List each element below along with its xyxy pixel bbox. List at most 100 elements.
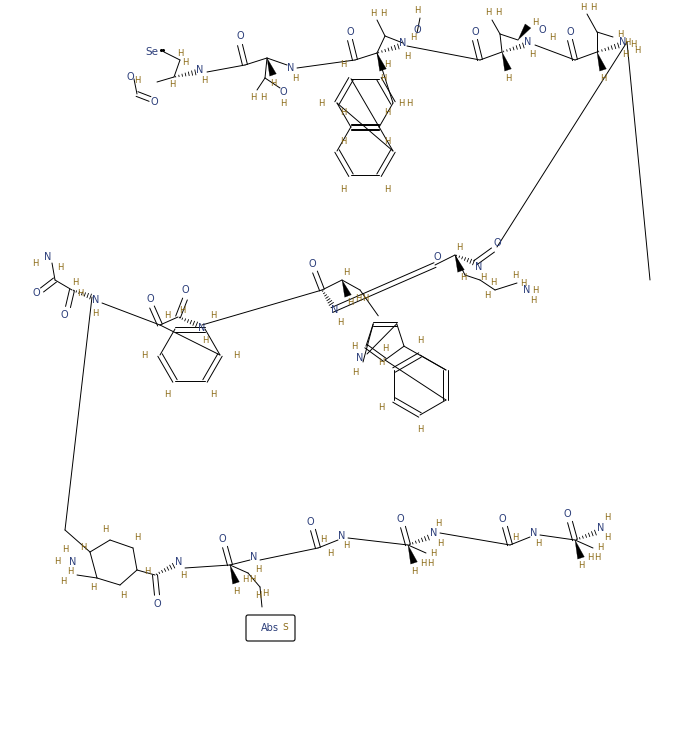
Text: H: H <box>233 586 239 595</box>
Text: H: H <box>210 390 216 399</box>
Text: O: O <box>413 25 421 35</box>
Text: H: H <box>603 513 610 522</box>
Text: H: H <box>622 49 628 59</box>
Text: H: H <box>414 5 420 14</box>
Text: N: N <box>475 262 483 272</box>
Text: H: H <box>210 311 216 320</box>
Text: O: O <box>60 310 68 320</box>
Text: H: H <box>134 533 140 542</box>
Polygon shape <box>377 53 386 72</box>
Text: S: S <box>282 624 288 633</box>
Text: H: H <box>77 288 83 297</box>
Text: N: N <box>197 65 203 75</box>
Text: H: H <box>382 343 388 352</box>
Text: H: H <box>164 311 170 320</box>
Text: H: H <box>435 519 441 527</box>
Text: H: H <box>340 185 346 194</box>
Text: H: H <box>342 267 349 276</box>
Text: H: H <box>327 548 333 557</box>
Text: H: H <box>427 559 433 568</box>
Text: H: H <box>532 17 538 27</box>
Text: H: H <box>384 136 390 145</box>
Text: H: H <box>144 568 150 577</box>
Text: H: H <box>384 60 390 69</box>
Text: H: H <box>169 80 175 89</box>
Text: H: H <box>233 350 239 360</box>
Text: H: H <box>597 544 603 553</box>
Text: O: O <box>219 534 226 544</box>
Text: H: H <box>460 273 466 282</box>
Text: H: H <box>141 350 147 360</box>
Text: H: H <box>54 557 60 566</box>
Text: O: O <box>538 25 546 35</box>
Text: N: N <box>287 63 295 73</box>
Text: H: H <box>529 49 535 59</box>
Text: H: H <box>242 575 248 585</box>
Text: N: N <box>175 557 183 567</box>
Text: N: N <box>430 528 438 538</box>
Text: O: O <box>433 252 441 262</box>
Text: H: H <box>370 8 376 17</box>
Text: H: H <box>32 259 38 267</box>
Text: H: H <box>634 45 640 54</box>
Text: H: H <box>250 92 256 101</box>
Text: O: O <box>182 285 189 295</box>
Text: H: H <box>120 591 126 600</box>
Text: H: H <box>410 33 416 42</box>
Text: H: H <box>92 308 98 317</box>
Text: H: H <box>520 279 526 288</box>
Text: H: H <box>352 367 358 376</box>
Polygon shape <box>342 280 351 297</box>
Text: H: H <box>80 544 86 553</box>
Text: H: H <box>342 542 349 551</box>
Text: H: H <box>72 277 78 287</box>
Text: H: H <box>102 525 108 534</box>
Text: H: H <box>630 39 636 48</box>
Text: H: H <box>420 559 426 568</box>
Text: H: H <box>340 136 346 145</box>
Text: H: H <box>490 277 496 287</box>
Text: O: O <box>346 27 354 37</box>
Text: H: H <box>416 425 423 434</box>
Text: O: O <box>566 27 574 37</box>
Text: H: H <box>60 577 66 586</box>
Text: O: O <box>471 27 479 37</box>
Text: O: O <box>306 517 314 527</box>
Polygon shape <box>502 52 511 71</box>
Text: H: H <box>179 571 186 580</box>
Text: O: O <box>308 259 316 269</box>
Text: H: H <box>495 7 501 16</box>
Polygon shape <box>518 24 531 40</box>
Polygon shape <box>408 545 417 564</box>
Text: H: H <box>255 591 261 600</box>
Text: N: N <box>399 38 407 48</box>
Text: H: H <box>340 108 346 118</box>
Text: Se: Se <box>145 47 158 57</box>
Text: H: H <box>292 74 298 83</box>
Text: H: H <box>603 533 610 542</box>
Text: H: H <box>164 390 170 399</box>
Text: O: O <box>146 294 154 304</box>
Text: H: H <box>578 562 584 571</box>
Text: N: N <box>69 557 77 567</box>
Text: H: H <box>530 296 536 305</box>
Text: H: H <box>416 335 423 344</box>
Text: H: H <box>279 98 286 107</box>
Text: H: H <box>535 539 541 548</box>
Text: H: H <box>347 297 353 306</box>
Text: H: H <box>249 575 256 585</box>
Text: H: H <box>429 548 436 557</box>
Text: H: H <box>90 583 96 592</box>
Text: H: H <box>384 185 390 194</box>
Text: O: O <box>563 509 571 519</box>
Text: H: H <box>378 403 384 412</box>
Text: N: N <box>530 528 538 538</box>
Text: H: H <box>340 60 346 69</box>
Text: H: H <box>512 533 518 542</box>
Text: H: H <box>378 358 384 367</box>
Text: H: H <box>260 92 266 101</box>
Text: O: O <box>153 599 161 609</box>
Text: H: H <box>362 294 368 302</box>
Text: H: H <box>320 536 326 545</box>
Text: H: H <box>485 7 491 16</box>
